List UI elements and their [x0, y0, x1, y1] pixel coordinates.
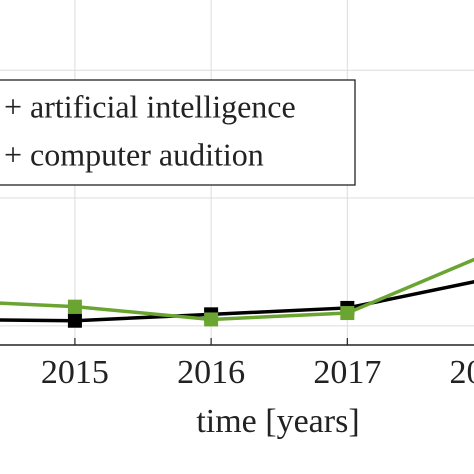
x-tick-label: 2017 — [313, 354, 381, 391]
series-marker — [204, 312, 219, 327]
series-marker — [340, 306, 355, 321]
x-tick-label: 2018 — [450, 354, 474, 391]
legend-label: + computer audition — [4, 136, 264, 172]
series-marker — [67, 299, 82, 314]
series-marker — [67, 313, 82, 328]
legend-label: + artificial intelligence — [4, 88, 296, 124]
plot-area — [0, 0, 474, 345]
legend-box — [0, 79, 356, 186]
x-tick-label: 2015 — [41, 354, 109, 391]
x-axis-label: time [years] — [196, 403, 359, 440]
x-tick-label: 2016 — [177, 354, 245, 391]
